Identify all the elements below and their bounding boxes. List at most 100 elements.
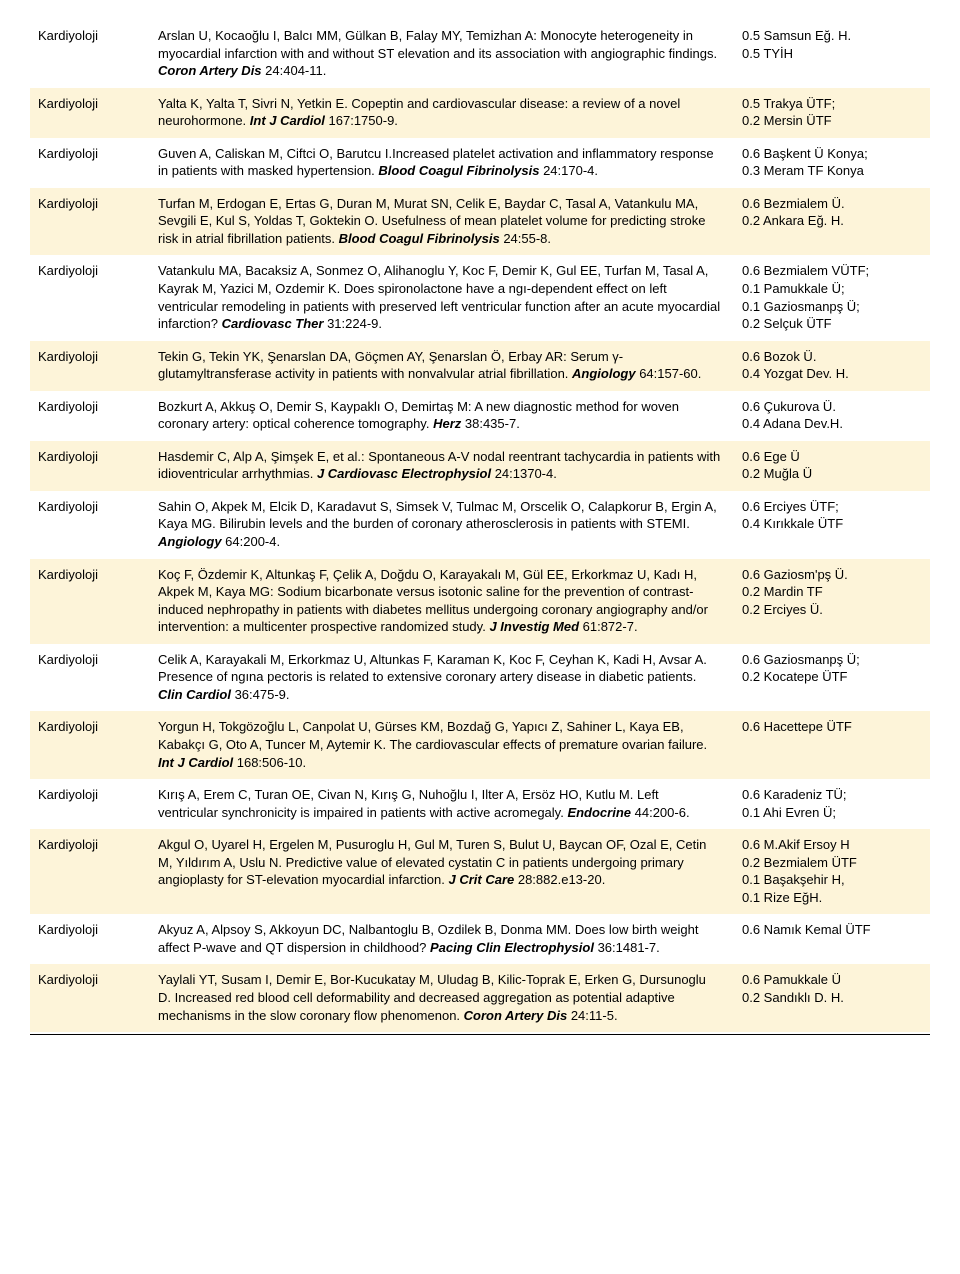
publication-cell: Guven A, Caliskan M, Ciftci O, Barutcu I… <box>158 145 742 180</box>
table-row: KardiyolojiSahin O, Akpek M, Elcik D, Ka… <box>30 491 930 559</box>
publication-cell: Hasdemir C, Alp A, Şimşek E, et al.: Spo… <box>158 448 742 483</box>
publication-text-pre: Tekin G, Tekin YK, Şenarslan DA, Göçmen … <box>158 349 623 382</box>
affiliation-line: 0.1 Rize EğH. <box>742 889 922 907</box>
journal-name: Pacing Clin Electrophysiol <box>430 940 594 955</box>
publication-text-pre: Akgul O, Uyarel H, Ergelen M, Pusuroglu … <box>158 837 706 887</box>
affiliation-line: 0.2 Bezmialem ÜTF <box>742 854 922 872</box>
affiliation-line: 0.6 Bezmialem Ü. <box>742 195 922 213</box>
publication-cell: Akgul O, Uyarel H, Ergelen M, Pusuroglu … <box>158 836 742 906</box>
table-row: KardiyolojiKırış A, Erem C, Turan OE, Ci… <box>30 779 930 829</box>
category-cell: Kardiyoloji <box>38 398 158 433</box>
affiliation-line: 0.6 Bozok Ü. <box>742 348 922 366</box>
publication-cell: Kırış A, Erem C, Turan OE, Civan N, Kırı… <box>158 786 742 821</box>
journal-name: Int J Cardiol <box>158 755 233 770</box>
category-cell: Kardiyoloji <box>38 718 158 771</box>
affiliation-line: 0.2 Kocatepe ÜTF <box>742 668 922 686</box>
affiliation-line: 0.2 Mersin ÜTF <box>742 112 922 130</box>
affiliation-line: 0.2 Ankara Eğ. H. <box>742 212 922 230</box>
journal-name: Blood Coagul Fibrinolysis <box>339 231 500 246</box>
publication-text-post: 24:1370-4. <box>491 466 557 481</box>
journal-name: Int J Cardiol <box>250 113 325 128</box>
category-cell: Kardiyoloji <box>38 145 158 180</box>
publication-cell: Koç F, Özdemir K, Altunkaş F, Çelik A, D… <box>158 566 742 636</box>
journal-name: Endocrine <box>567 805 631 820</box>
category-cell: Kardiyoloji <box>38 836 158 906</box>
affiliation-line: 0.1 Gaziosmanpş Ü; <box>742 298 922 316</box>
publication-text-post: 64:157-60. <box>636 366 702 381</box>
affiliation-line: 0.2 Mardin TF <box>742 583 922 601</box>
table-row: KardiyolojiBozkurt A, Akkuş O, Demir S, … <box>30 391 930 441</box>
affiliation-line: 0.2 Erciyes Ü. <box>742 601 922 619</box>
affiliation-line: 0.6 Ege Ü <box>742 448 922 466</box>
footer-rule <box>30 1034 930 1035</box>
journal-name: J Crit Care <box>448 872 514 887</box>
journal-name: Blood Coagul Fibrinolysis <box>378 163 539 178</box>
affiliation-line: 0.6 Çukurova Ü. <box>742 398 922 416</box>
table-row: KardiyolojiYorgun H, Tokgözoğlu L, Canpo… <box>30 711 930 779</box>
affiliation-line: 0.2 Sandıklı D. H. <box>742 989 922 1007</box>
publication-text-post: 24:11-5. <box>567 1008 617 1023</box>
category-cell: Kardiyoloji <box>38 95 158 130</box>
affiliations-cell: 0.6 Hacettepe ÜTF <box>742 718 922 771</box>
publication-cell: Arslan U, Kocaoğlu I, Balcı MM, Gülkan B… <box>158 27 742 80</box>
table-row: KardiyolojiGuven A, Caliskan M, Ciftci O… <box>30 138 930 188</box>
publication-text-post: 44:200-6. <box>631 805 690 820</box>
category-cell: Kardiyoloji <box>38 921 158 956</box>
category-cell: Kardiyoloji <box>38 348 158 383</box>
publication-text-post: 24:55-8. <box>500 231 551 246</box>
journal-name: Angiology <box>158 534 222 549</box>
journal-name: Herz <box>433 416 461 431</box>
publication-text-pre: Arslan U, Kocaoğlu I, Balcı MM, Gülkan B… <box>158 28 717 61</box>
publication-text-pre: Yalta K, Yalta T, Sivri N, Yetkin E. Cop… <box>158 96 680 129</box>
affiliation-line: 0.4 Yozgat Dev. H. <box>742 365 922 383</box>
journal-name: Coron Artery Dis <box>464 1008 568 1023</box>
publication-cell: Bozkurt A, Akkuş O, Demir S, Kaypaklı O,… <box>158 398 742 433</box>
journal-name: J Investig Med <box>489 619 579 634</box>
category-cell: Kardiyoloji <box>38 786 158 821</box>
affiliations-cell: 0.6 Namık Kemal ÜTF <box>742 921 922 956</box>
publication-text-post: 36:475-9. <box>231 687 290 702</box>
affiliations-cell: 0.6 Çukurova Ü.0.4 Adana Dev.H. <box>742 398 922 433</box>
affiliation-line: 0.6 Gaziosm'pş Ü. <box>742 566 922 584</box>
affiliations-cell: 0.6 Bozok Ü.0.4 Yozgat Dev. H. <box>742 348 922 383</box>
affiliation-line: 0.4 Kırıkkale ÜTF <box>742 515 922 533</box>
affiliation-line: 0.6 M.Akif Ersoy H <box>742 836 922 854</box>
affiliation-line: 0.2 Selçuk ÜTF <box>742 315 922 333</box>
publication-text-pre: Celik A, Karayakali M, Erkorkmaz U, Altu… <box>158 652 707 685</box>
affiliation-line: 0.4 Adana Dev.H. <box>742 415 922 433</box>
affiliations-cell: 0.6 Bezmialem Ü.0.2 Ankara Eğ. H. <box>742 195 922 248</box>
affiliations-cell: 0.6 Bezmialem VÜTF;0.1 Pamukkale Ü;0.1 G… <box>742 262 922 332</box>
table-row: KardiyolojiAkyuz A, Alpsoy S, Akkoyun DC… <box>30 914 930 964</box>
category-cell: Kardiyoloji <box>38 195 158 248</box>
affiliation-line: 0.6 Hacettepe ÜTF <box>742 718 922 736</box>
journal-name: Clin Cardiol <box>158 687 231 702</box>
category-cell: Kardiyoloji <box>38 448 158 483</box>
publication-cell: Akyuz A, Alpsoy S, Akkoyun DC, Nalbantog… <box>158 921 742 956</box>
table-row: KardiyolojiCelik A, Karayakali M, Erkork… <box>30 644 930 712</box>
table-row: KardiyolojiYaylali YT, Susam I, Demir E,… <box>30 964 930 1032</box>
publication-text-post: 38:435-7. <box>461 416 520 431</box>
publication-text-post: 168:506-10. <box>233 755 306 770</box>
publication-text-pre: Sahin O, Akpek M, Elcik D, Karadavut S, … <box>158 499 717 532</box>
affiliations-cell: 0.5 Samsun Eğ. H.0.5 TYİH <box>742 27 922 80</box>
affiliation-line: 0.5 Trakya ÜTF; <box>742 95 922 113</box>
publication-text-post: 28:882.e13-20. <box>514 872 605 887</box>
table-row: KardiyolojiArslan U, Kocaoğlu I, Balcı M… <box>30 20 930 88</box>
publication-text-post: 31:224-9. <box>323 316 382 331</box>
publications-table: Kardiyoloji Arslan U, Kocaoğlu I, Balcı M… <box>30 20 930 1032</box>
affiliation-line: 0.6 Pamukkale Ü <box>742 971 922 989</box>
publication-text-post: 24:170-4. <box>539 163 598 178</box>
publication-text-post: 61:872-7. <box>579 619 638 634</box>
table-row: KardiyolojiAkgul O, Uyarel H, Ergelen M,… <box>30 829 930 914</box>
affiliations-cell: 0.6 Başkent Ü Konya;0.3 Meram TF Konya <box>742 145 922 180</box>
affiliation-line: 0.6 Erciyes ÜTF; <box>742 498 922 516</box>
affiliations-cell: 0.6 Pamukkale Ü0.2 Sandıklı D. H. <box>742 971 922 1024</box>
affiliation-line: 0.6 Namık Kemal ÜTF <box>742 921 922 939</box>
table-row: KardiyolojiTurfan M, Erdogan E, Ertas G,… <box>30 188 930 256</box>
table-row: KardiyolojiYalta K, Yalta T, Sivri N, Ye… <box>30 88 930 138</box>
publication-text-post: 36:1481-7. <box>594 940 660 955</box>
table-row: KardiyolojiTekin G, Tekin YK, Şenarslan … <box>30 341 930 391</box>
affiliation-line: 0.5 TYİH <box>742 45 922 63</box>
publication-cell: Turfan M, Erdogan E, Ertas G, Duran M, M… <box>158 195 742 248</box>
affiliation-line: 0.1 Ahi Evren Ü; <box>742 804 922 822</box>
